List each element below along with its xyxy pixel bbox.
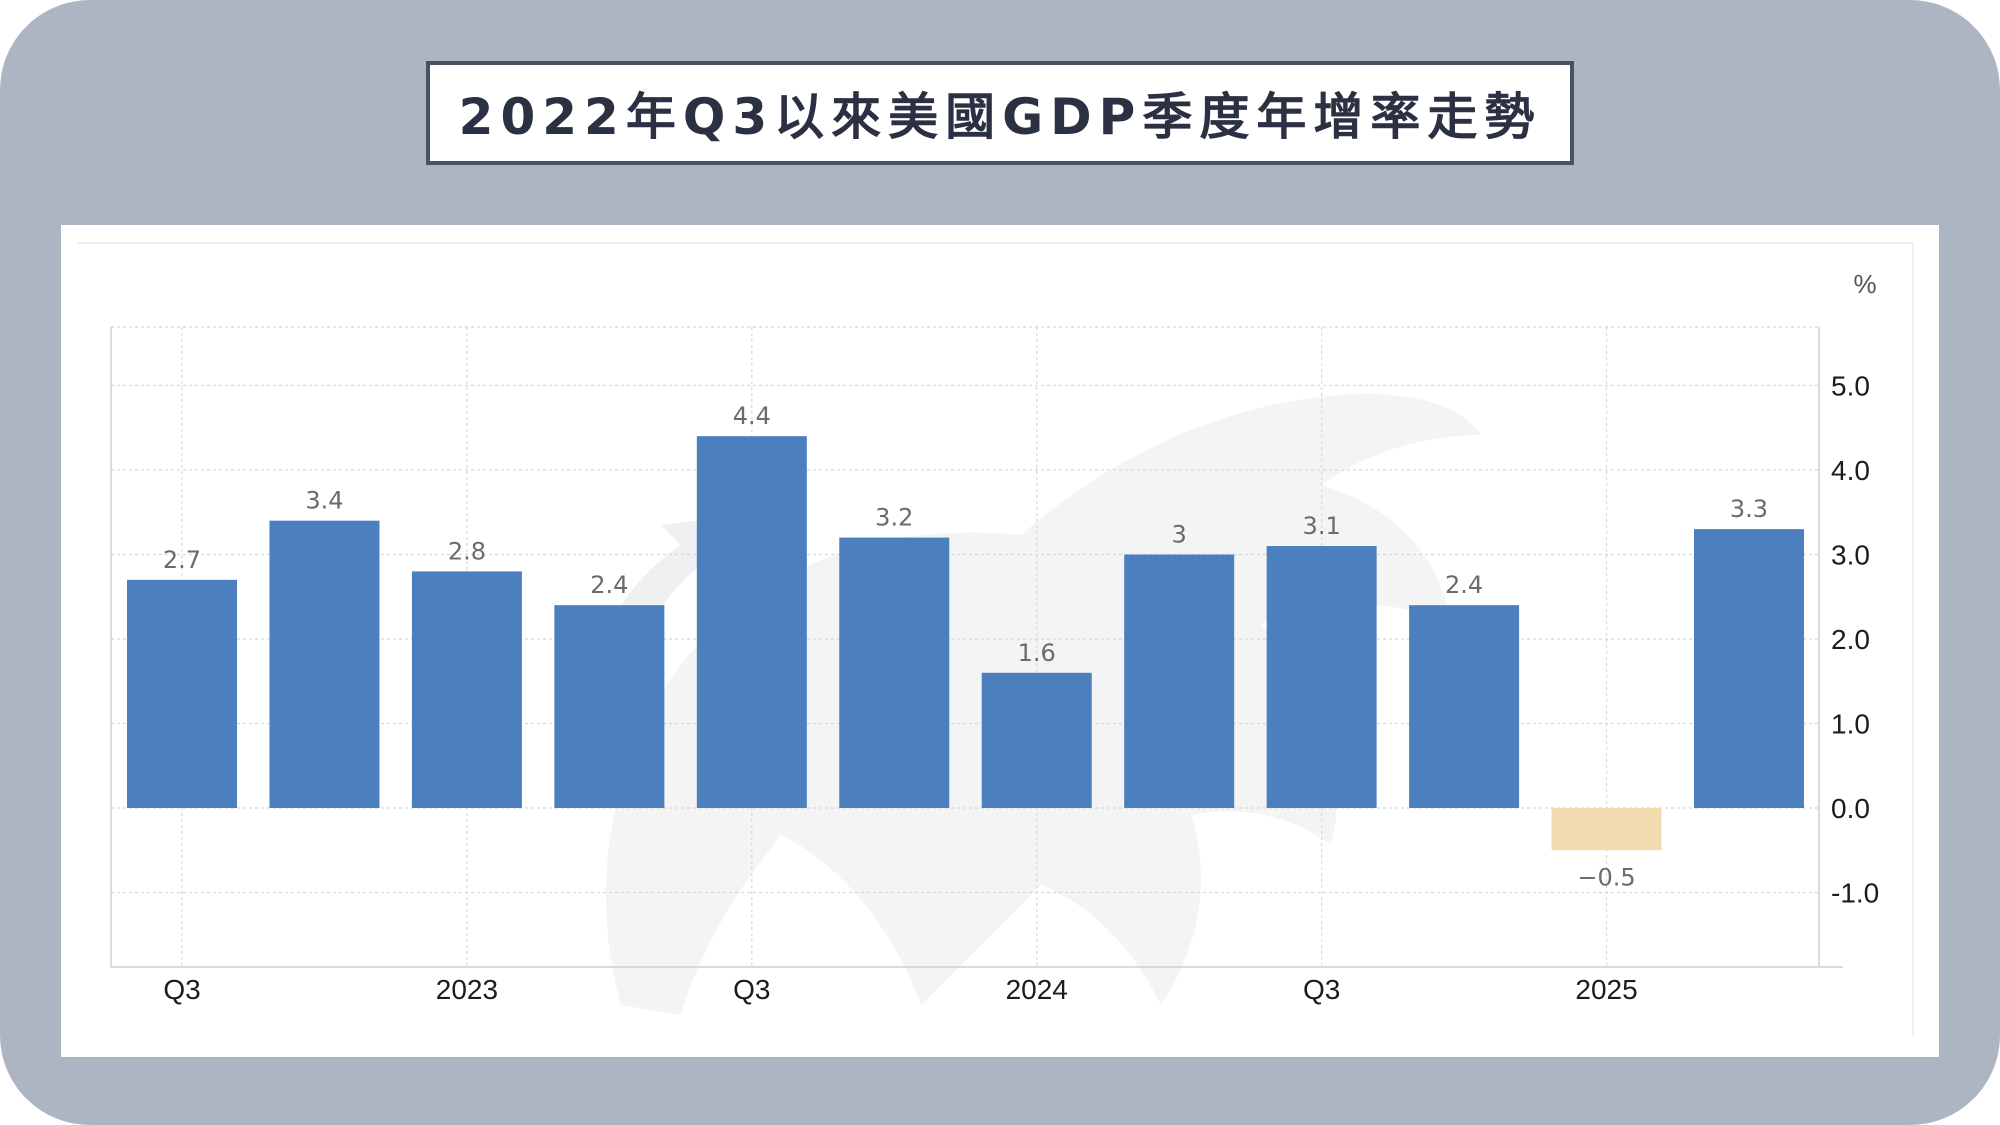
value-labels-layer: 2.7 3.4 2.8 2.4 4.4 3.2 1.6 3 3.1 2.4 −0.5 3.3 (163, 402, 1768, 891)
y-tick-label: 1.0 (1831, 709, 1870, 740)
y-tick-label: 3.0 (1831, 540, 1870, 571)
x-tick-label: 2024 (1006, 974, 1068, 1005)
y-tick-label: 5.0 (1831, 371, 1870, 402)
grid-layer (110, 326, 1843, 968)
value-label: 3 (1172, 521, 1187, 549)
value-label: 3.3 (1730, 495, 1768, 523)
bar-2023-q4[interactable] (839, 537, 950, 808)
bar-2024-q2[interactable] (1124, 554, 1235, 809)
bar-2025-q1[interactable] (1551, 808, 1662, 851)
x-tick-label: Q3 (1303, 974, 1340, 1005)
bar-2023-q2[interactable] (554, 605, 665, 808)
bars-layer (127, 436, 1804, 851)
x-tick-label: 2025 (1575, 974, 1637, 1005)
value-label: 2.4 (1445, 571, 1483, 599)
chart-panel: 2.7 3.4 2.8 2.4 4.4 3.2 1.6 3 3.1 2.4 −0.5 3.3 5.0 4… (61, 225, 1939, 1057)
bar-2022-q3[interactable] (127, 579, 237, 808)
chart-title: 2022年Q3以來美國GDP季度年增率走勢 (458, 88, 1542, 146)
value-label: 3.1 (1303, 512, 1341, 540)
value-label: 3.2 (875, 504, 913, 532)
bar-2025-q2[interactable] (1694, 529, 1804, 808)
value-label: 3.4 (305, 487, 343, 515)
x-tick-label: Q3 (733, 974, 770, 1005)
bar-2024-q4[interactable] (1409, 605, 1520, 808)
title-box: 2022年Q3以來美國GDP季度年增率走勢 (426, 61, 1574, 165)
value-label: 1.6 (1018, 639, 1056, 667)
y-unit-label: % (1853, 269, 1876, 299)
value-label: 2.8 (448, 537, 486, 565)
bar-2023-q3[interactable] (696, 436, 807, 808)
bar-2023-q1[interactable] (411, 571, 522, 808)
y-axis: 5.0 4.0 3.0 2.0 1.0 0.0 -1.0 (1831, 371, 1879, 909)
y-tick-label: 4.0 (1831, 455, 1870, 486)
y-tick-label: 0.0 (1831, 793, 1870, 824)
value-label: −0.5 (1577, 863, 1635, 891)
y-tick-label: 2.0 (1831, 624, 1870, 655)
x-axis: Q3 2023 Q3 2024 Q3 2025 (163, 974, 1637, 1005)
bar-chart: 2.7 3.4 2.8 2.4 4.4 3.2 1.6 3 3.1 2.4 −0.5 3.3 5.0 4… (78, 242, 1914, 1037)
value-label: 2.7 (163, 546, 201, 574)
x-tick-label: 2023 (436, 974, 498, 1005)
y-tick-label: -1.0 (1831, 878, 1879, 909)
value-label: 4.4 (733, 402, 771, 430)
bar-2022-q4[interactable] (269, 520, 380, 808)
value-label: 2.4 (590, 571, 628, 599)
bar-2024-q3[interactable] (1266, 546, 1377, 808)
x-tick-label: Q3 (163, 974, 200, 1005)
bar-2024-q1[interactable] (981, 672, 1092, 808)
